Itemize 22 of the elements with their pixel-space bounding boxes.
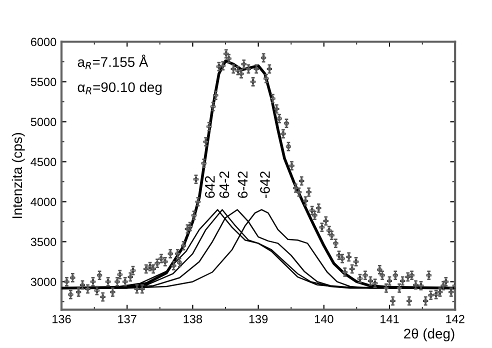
x-tick-label: 136	[52, 314, 71, 324]
y-tick-label: 5500	[30, 78, 56, 86]
annotation: a$_{R}$=7.155 Å	[78, 54, 148, 70]
x-axis-title: 2θ (deg)	[404, 328, 454, 342]
y-tick-label: 6000	[30, 38, 56, 46]
x-tick-label: 141	[380, 315, 399, 324]
x-tick-label: 139	[249, 314, 268, 324]
y-tick-label: 5000	[30, 118, 56, 126]
annotation: 64-2	[219, 172, 230, 198]
x-tick-label: 138	[184, 314, 202, 324]
annotation: 6-42	[238, 172, 248, 198]
annotation: -642	[260, 172, 270, 198]
y-tick-label: 3500	[30, 238, 56, 246]
y-tick-label: 4000	[30, 198, 56, 206]
y-tick-label: 4500	[30, 158, 56, 166]
annotation: α$_{R}$=90.10 deg	[78, 82, 162, 95]
x-tick-label: 137	[118, 314, 136, 324]
x-tick-label: 140	[314, 314, 334, 324]
x-tick-label: 142	[446, 314, 464, 324]
y-axis-title: Intenzita (cps)	[12, 132, 25, 218]
annotation: 642	[204, 176, 215, 198]
y-tick-label: 3000	[30, 278, 56, 286]
